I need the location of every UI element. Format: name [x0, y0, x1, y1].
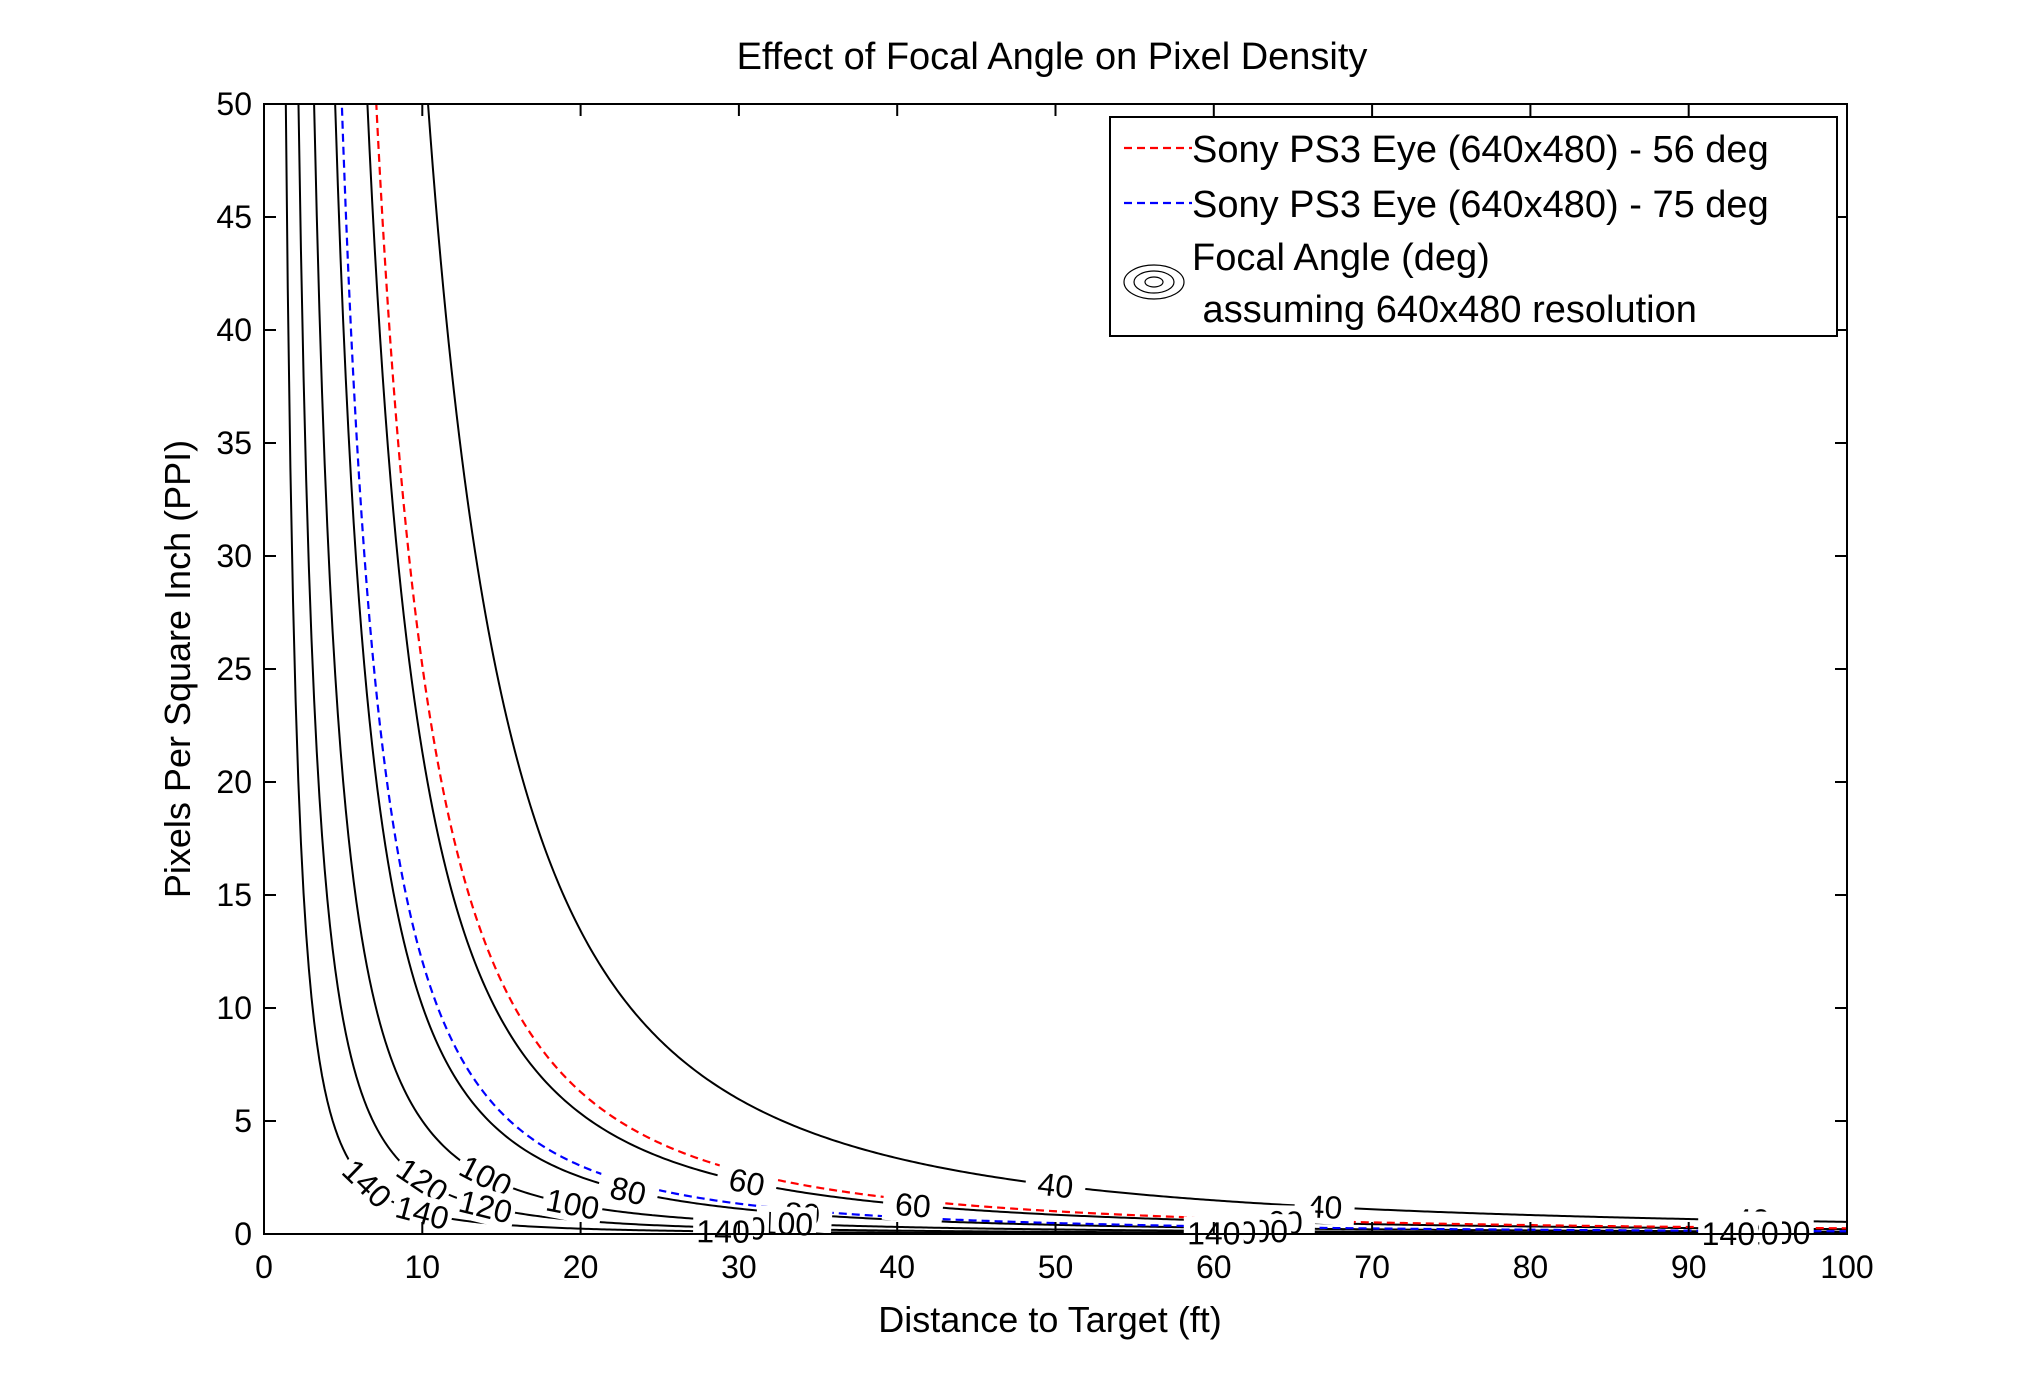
x-tick-label: 40: [879, 1249, 915, 1285]
x-tick-label: 80: [1513, 1249, 1549, 1285]
contour-label-text-80: 80: [607, 1169, 650, 1212]
contour-label-80: 80: [594, 1167, 662, 1215]
axis-ticks: 0 10 20 30 40 50 60 70 80 90 100 0 5 10 15 20 25 30 35 40 45…: [216, 86, 1873, 1285]
x-tick-label: 90: [1671, 1249, 1707, 1285]
contour-legend-icon: [1123, 264, 1185, 300]
contour-label-text-140: 140: [335, 1152, 398, 1215]
y-tick-label: 50: [216, 86, 252, 122]
y-tick-label: 40: [216, 312, 252, 348]
y-tick-label: 15: [216, 877, 252, 913]
contour-label-text-100: 100: [543, 1181, 602, 1226]
x-tick-label: 70: [1354, 1249, 1390, 1285]
legend-entry-focal-angle: Focal Angle (deg): [1192, 237, 1490, 279]
contour-label-60: 60: [713, 1159, 780, 1206]
x-tick-label: 30: [721, 1249, 757, 1285]
contour-label-text-60: 60: [894, 1186, 933, 1225]
legend: Sony PS3 Eye (640x480) - 56 deg Sony PS3…: [1109, 116, 1838, 337]
series-sony-ps3-eye-640x480-75-deg: [340, 104, 1847, 1233]
contour-label-140: 140: [692, 1213, 754, 1250]
x-axis-label: Distance to Target (ft): [878, 1299, 1221, 1340]
contour-label-100: 100: [540, 1181, 606, 1227]
y-tick-label: 20: [216, 764, 252, 800]
y-tick-label: 5: [234, 1103, 252, 1139]
y-tick-label: 25: [216, 651, 252, 687]
y-tick-label: 45: [216, 199, 252, 235]
series-sony-ps3-eye-640x480-56-deg: [375, 104, 1847, 1230]
contour-label-text-140: 140: [696, 1213, 750, 1250]
y-tick-label: 35: [216, 425, 252, 461]
legend-entry-75-deg: Sony PS3 Eye (640x480) - 75 deg: [1192, 184, 1769, 226]
y-tick-label: 0: [234, 1216, 252, 1252]
y-axis-label: Pixels Per Square Inch (PPI): [157, 440, 198, 898]
contour-labels: 4040406060606080808080100100100100100120…: [333, 1147, 1814, 1252]
chart-title: Effect of Focal Angle on Pixel Density: [737, 36, 1368, 78]
x-tick-label: 60: [1196, 1249, 1232, 1285]
contour-label-40: 40: [1023, 1164, 1088, 1207]
legend-entry-resolution-note: assuming 640x480 resolution: [1192, 289, 1697, 331]
legend-entry-56-deg: Sony PS3 Eye (640x480) - 56 deg: [1192, 129, 1769, 171]
contour-label-60: 60: [881, 1185, 945, 1225]
x-tick-label: 100: [1820, 1249, 1873, 1285]
x-tick-label: 0: [255, 1249, 273, 1285]
y-tick-label: 30: [216, 538, 252, 574]
x-tick-label: 50: [1038, 1249, 1074, 1285]
contour-line-60: [366, 104, 1847, 1231]
contour-label-text-40: 40: [1036, 1165, 1076, 1205]
contour-label-text-60: 60: [726, 1161, 768, 1204]
x-tick-label: 10: [405, 1249, 441, 1285]
y-tick-label: 10: [216, 990, 252, 1026]
legend-box: [1109, 116, 1838, 337]
x-tick-label: 20: [563, 1249, 599, 1285]
contour-label-140: 140: [333, 1150, 401, 1217]
